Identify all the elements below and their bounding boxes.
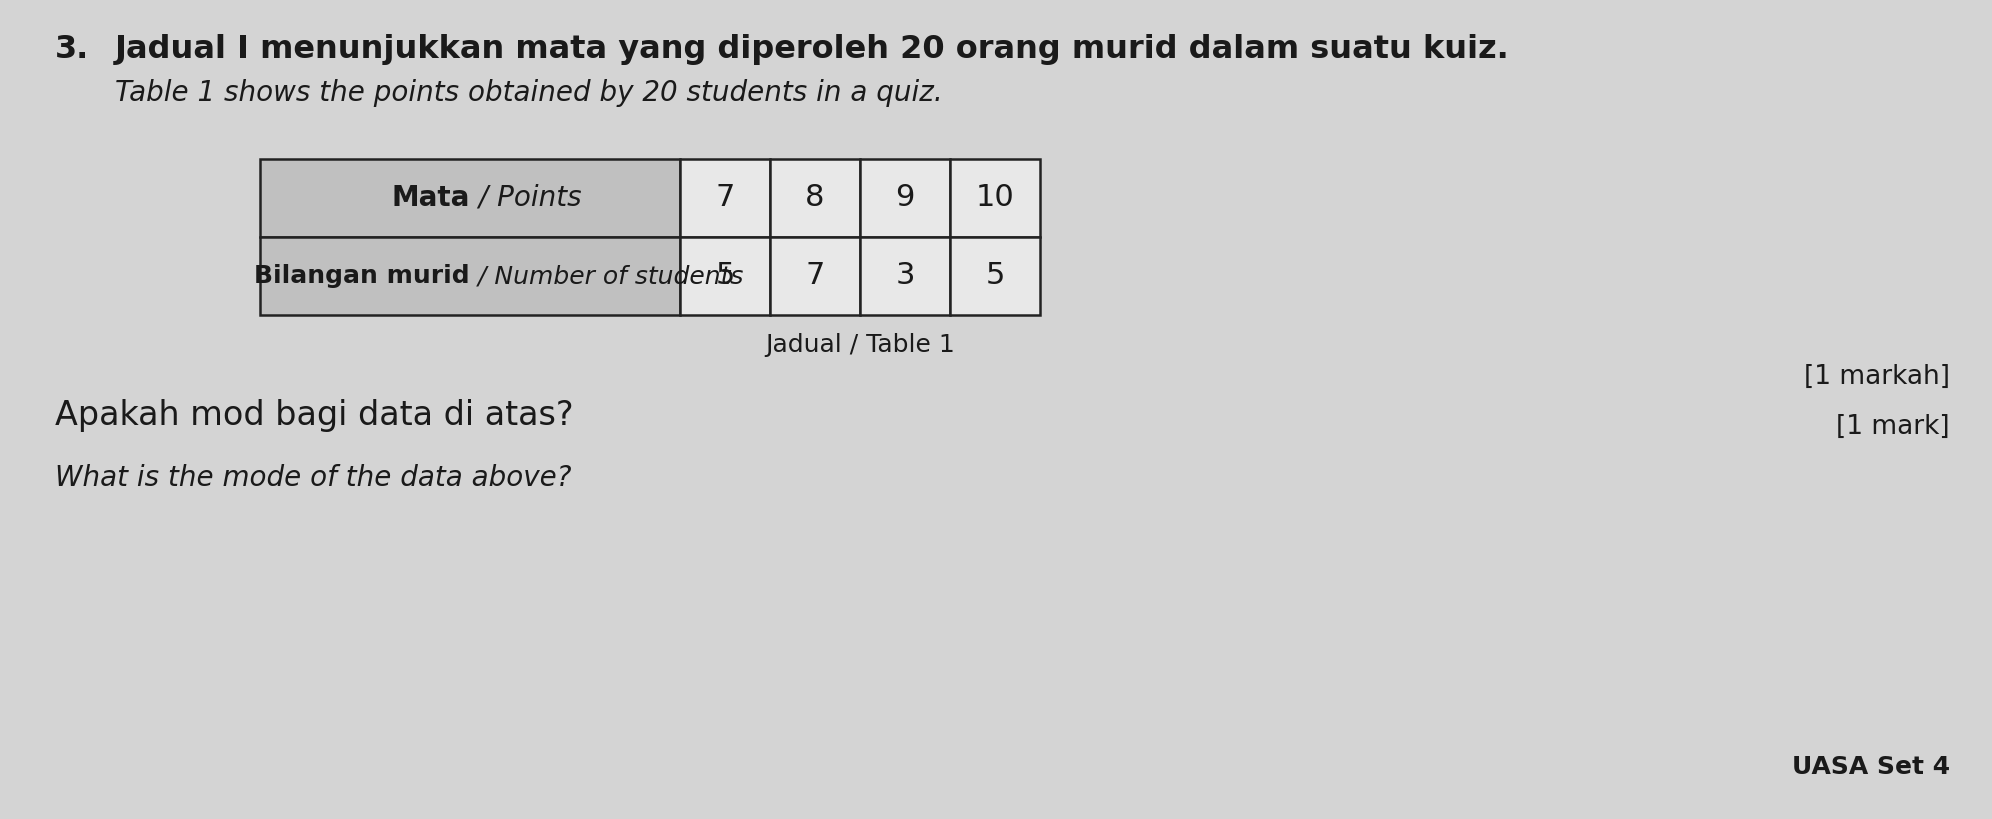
Text: UASA Set 4: UASA Set 4 xyxy=(1793,755,1950,779)
Bar xyxy=(771,237,861,315)
Text: 5: 5 xyxy=(715,261,735,291)
Text: 8: 8 xyxy=(805,183,825,212)
Bar xyxy=(950,159,1040,237)
Bar xyxy=(861,159,950,237)
Text: 3: 3 xyxy=(894,261,914,291)
Text: / Number of students: / Number of students xyxy=(470,264,743,288)
Text: Bilangan murid: Bilangan murid xyxy=(255,264,470,288)
Text: 10: 10 xyxy=(976,183,1014,212)
Text: Mata: Mata xyxy=(392,184,470,212)
Bar xyxy=(261,237,679,315)
Text: Apakah mod bagi data di atas?: Apakah mod bagi data di atas? xyxy=(56,399,574,432)
Text: 5: 5 xyxy=(986,261,1004,291)
Text: 7: 7 xyxy=(805,261,825,291)
Text: [1 mark]: [1 mark] xyxy=(1837,414,1950,440)
Text: 3.: 3. xyxy=(56,34,90,65)
Text: Jadual / Table 1: Jadual / Table 1 xyxy=(765,333,954,357)
Text: What is the mode of the data above?: What is the mode of the data above? xyxy=(56,464,572,492)
Text: Table 1 shows the points obtained by 20 students in a quiz.: Table 1 shows the points obtained by 20 … xyxy=(116,79,942,107)
Bar xyxy=(679,237,771,315)
Text: Jadual I menunjukkan mata yang diperoleh 20 orang murid dalam suatu kuiz.: Jadual I menunjukkan mata yang diperoleh… xyxy=(116,34,1510,65)
Bar xyxy=(261,159,679,237)
Bar xyxy=(861,237,950,315)
Text: 9: 9 xyxy=(894,183,914,212)
Text: / Points: / Points xyxy=(470,184,582,212)
Text: 7: 7 xyxy=(715,183,735,212)
Bar xyxy=(679,159,771,237)
Bar xyxy=(771,159,861,237)
Text: [1 markah]: [1 markah] xyxy=(1805,364,1950,390)
Bar xyxy=(950,237,1040,315)
